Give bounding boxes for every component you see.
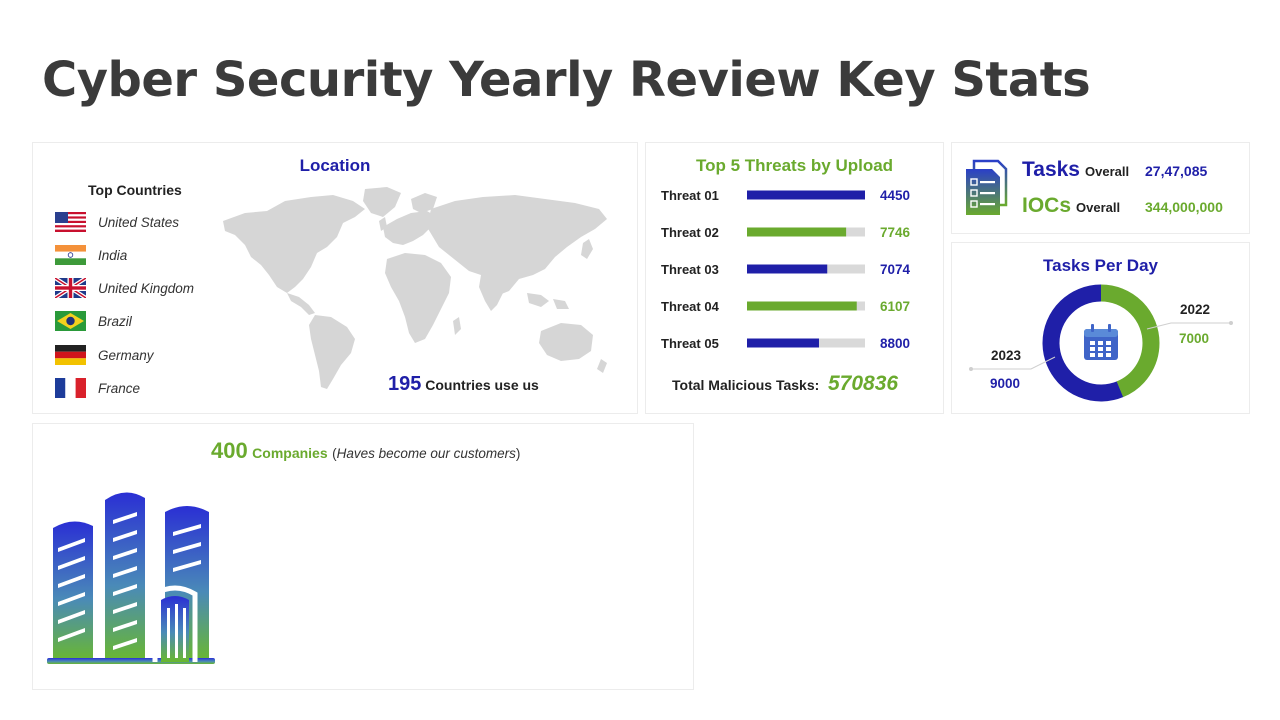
us-flag-icon [55, 212, 86, 232]
germany-flag-icon [55, 345, 86, 365]
threats-bar-chart: Threat 01 4450 Threat 02 7746 Threat 03 7074 T… [661, 188, 911, 351]
calendar-icon [1084, 324, 1118, 360]
threats-card: Top 5 Threats by Upload Threat 01 4450 Thr… [645, 142, 944, 414]
threat-value: 8800 [880, 336, 910, 351]
companies-label: Companies [252, 445, 328, 461]
donut-label-2022: 2022 [1180, 302, 1210, 317]
tasks-per-day-heading: Tasks Per Day [1043, 256, 1158, 275]
threat-label: Threat 02 [661, 225, 719, 240]
iocs-value: 344,000,000 [1145, 199, 1223, 215]
threat-bar [747, 227, 847, 237]
threat-bar [747, 190, 865, 200]
threat-label: Threat 05 [661, 336, 719, 351]
threats-heading: Top 5 Threats by Upload [695, 156, 894, 175]
threat-bar [747, 338, 819, 348]
threat-label: Threat 03 [661, 262, 719, 277]
country-item-uk: United Kingdom [55, 277, 194, 299]
country-item-france: France [55, 377, 140, 399]
threat-bar [747, 264, 828, 274]
country-item-us: United States [55, 211, 179, 233]
donut-slice-2022 [1042, 284, 1160, 402]
world-map-icon [223, 187, 607, 389]
callout-line-2022 [1146, 322, 1231, 330]
country-item-brazil: Brazil [55, 310, 132, 332]
donut-value-2023: 9000 [990, 376, 1020, 391]
tasks-suffix: Overall [1085, 164, 1130, 179]
buildings-icon [47, 492, 215, 664]
total-malicious-value: 570836 [828, 372, 899, 395]
tasks-row: Tasks Overall [1022, 158, 1129, 182]
threat-value: 4450 [880, 188, 910, 203]
tasks-overall-card: Tasks Overall 27,47,085 IOCs Overall 344… [951, 142, 1250, 234]
france-flag-icon [55, 378, 86, 398]
country-name: India [98, 247, 128, 263]
countries-count-line: 195 Countries use us [388, 373, 539, 396]
location-card: Location Top Countries United States Ind… [32, 142, 638, 414]
threat-label: Threat 01 [661, 188, 719, 203]
country-name: United Kingdom [98, 280, 195, 296]
callout-dot [1229, 321, 1233, 325]
clipboard-checklist-icon [966, 159, 1008, 215]
companies-card: 400 Companies (Haves become our customer… [32, 423, 694, 690]
donut-label-2023: 2023 [991, 348, 1022, 363]
companies-note-text: Haves become our customers [336, 446, 516, 461]
threat-value: 6107 [880, 299, 910, 314]
tasks-per-day-card: Tasks Per Day 2022 7000 2023 9000 [951, 242, 1250, 414]
donut-value-2022: 7000 [1179, 331, 1209, 346]
callout-dot [969, 367, 973, 371]
iocs-suffix: Overall [1076, 200, 1121, 215]
country-name: Germany [98, 347, 154, 363]
top-countries-label: Top Countries [88, 182, 182, 198]
tasks-label: Tasks [1022, 158, 1080, 181]
iocs-row: IOCs Overall [1022, 194, 1120, 218]
callout-line-2023 [971, 356, 1056, 370]
brazil-flag-icon [55, 311, 86, 331]
threat-value: 7746 [880, 225, 911, 240]
country-item-germany: Germany [55, 344, 154, 366]
india-flag-icon [55, 245, 86, 265]
threat-bar [747, 301, 857, 311]
companies-note: (Haves become our customers) [332, 446, 521, 461]
iocs-label: IOCs [1022, 194, 1072, 217]
country-item-india: India [55, 244, 127, 266]
threat-label: Threat 04 [661, 299, 720, 314]
country-name: Brazil [98, 313, 132, 329]
companies-line: 400 Companies (Haves become our customer… [211, 438, 520, 464]
page-title: Cyber Security Yearly Review Key Stats [42, 52, 1091, 108]
country-name: France [98, 380, 141, 396]
tasks-value: 27,47,085 [1145, 163, 1208, 179]
location-heading: Location [299, 156, 371, 175]
countries-count: 195 [388, 373, 422, 395]
companies-count: 400 [211, 438, 248, 463]
tasks-per-day-donut: 2022 7000 2023 9000 [969, 284, 1233, 402]
total-malicious-label: Total Malicious Tasks: [672, 377, 820, 393]
uk-flag-icon [55, 278, 86, 298]
country-name: United States [98, 214, 180, 230]
countries-label: Countries use us [425, 377, 539, 393]
threat-value: 7074 [880, 262, 911, 277]
